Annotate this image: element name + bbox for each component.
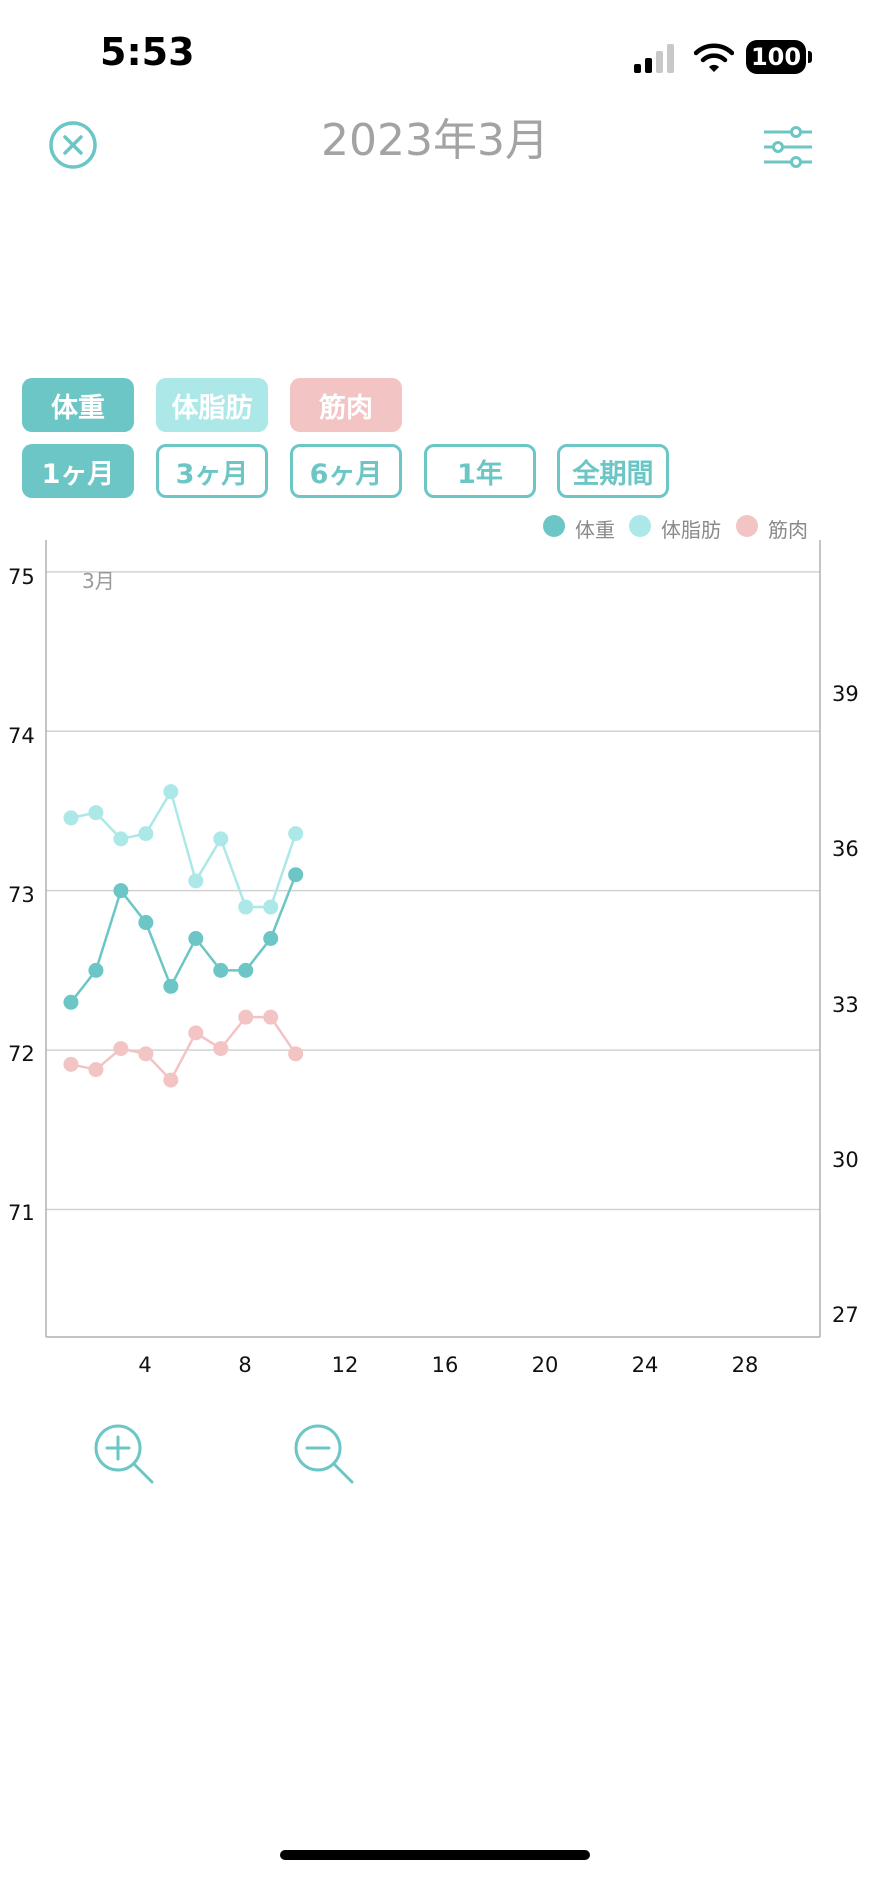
battery-indicator: 100 [746,40,806,74]
x-tick: 20 [531,1353,559,1377]
data-point-0 [88,962,104,978]
data-point-0 [288,867,304,883]
chart-month-label: 3月 [82,569,115,593]
y-left-tick: 72 [8,1042,35,1066]
data-point-0 [188,931,204,946]
y-left-tick: 74 [8,724,35,748]
legend-label-body-fat: 体脂肪 [661,518,721,542]
x-tick: 24 [631,1353,659,1377]
y-right-tick: 39 [832,682,859,706]
data-point-2 [138,1046,154,1062]
series-line-2 [70,1015,297,1083]
legend-dot-muscle [736,515,758,537]
series-line-1 [70,788,297,909]
data-point-2 [263,1009,279,1025]
tab-all-time[interactable]: 全期間 [557,444,669,498]
data-point-0 [238,962,254,978]
y-right-tick: 30 [832,1148,859,1172]
y-left-tick: 75 [8,565,35,589]
data-point-2 [238,1009,254,1025]
data-point-1 [238,899,254,915]
zoom-in-icon[interactable] [90,1420,156,1486]
legend-dot-body-fat [629,515,651,537]
x-tick: 8 [238,1353,252,1377]
data-point-0 [213,962,229,978]
data-point-1 [188,873,204,889]
data-point-1 [63,810,79,826]
toggle-body-fat[interactable]: 体脂肪 [156,378,268,432]
x-tick: 12 [331,1353,359,1377]
body-composition-chart [45,540,821,1338]
status-time: 5:53 [100,30,195,74]
y-left-tick: 71 [8,1201,35,1225]
legend-label-weight: 体重 [575,518,615,542]
data-point-0 [113,883,129,899]
close-icon[interactable] [48,120,98,170]
toggle-weight[interactable]: 体重 [22,378,134,432]
home-indicator [280,1850,590,1860]
tab-3-months[interactable]: 3ヶ月 [156,444,268,498]
legend-dot-weight [543,515,565,537]
data-point-0 [163,978,179,994]
data-point-2 [288,1046,304,1062]
data-point-2 [163,1072,179,1088]
data-point-1 [288,826,304,842]
data-point-0 [263,931,279,946]
x-tick: 4 [138,1353,152,1377]
y-left-tick: 73 [8,883,35,907]
legend-label-muscle: 筋肉 [768,518,808,542]
data-point-2 [113,1041,129,1057]
chart-legend: 体重 体脂肪 筋肉 [0,512,860,542]
toggle-muscle[interactable]: 筋肉 [290,378,402,432]
tab-1-month[interactable]: 1ヶ月 [22,444,134,498]
data-point-0 [138,915,154,931]
y-right-tick: 33 [832,993,859,1017]
data-point-1 [213,831,229,847]
wifi-icon [694,43,734,72]
zoom-out-icon[interactable] [290,1420,356,1486]
page-title: 2023年3月 [321,115,549,166]
data-point-0 [63,994,79,1010]
battery-tip [808,51,812,63]
sliders-icon[interactable] [762,124,814,170]
data-point-1 [88,805,104,821]
data-point-1 [263,899,279,915]
tab-6-months[interactable]: 6ヶ月 [290,444,402,498]
tab-1-year[interactable]: 1年 [424,444,536,498]
y-right-tick: 27 [832,1303,859,1327]
x-tick: 28 [731,1353,759,1377]
data-point-2 [88,1062,104,1078]
data-point-2 [188,1025,204,1041]
series-line-0 [69,874,297,1004]
data-point-1 [163,784,179,800]
cellular-signal-icon [634,44,674,73]
y-right-tick: 36 [832,837,859,861]
data-point-1 [138,826,154,842]
data-point-2 [213,1041,229,1057]
data-point-2 [63,1056,79,1072]
x-tick: 16 [431,1353,459,1377]
data-point-1 [113,831,129,847]
